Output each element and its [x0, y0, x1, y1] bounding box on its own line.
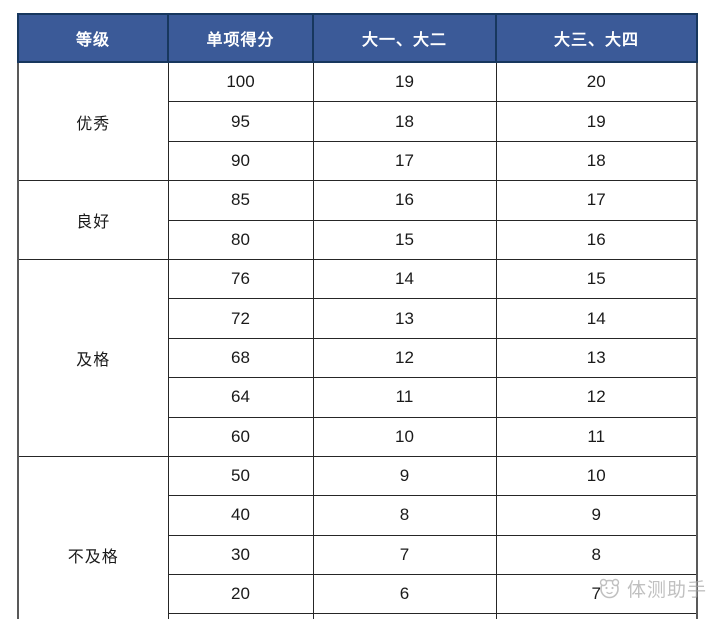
year34-cell: 8	[495, 534, 698, 576]
year12-cell: 9	[312, 455, 497, 497]
table-row: 90 17 18	[18, 140, 698, 182]
header-row: 等级 单项得分 大一、大二 大三、大四	[17, 13, 698, 63]
header-year12: 大一、大二	[312, 13, 497, 63]
year12-cell: 16	[312, 180, 497, 221]
header-score: 单项得分	[167, 13, 314, 63]
year34-cell: 19	[495, 101, 698, 142]
score-cell: 30	[167, 534, 314, 576]
table-row: 64 11 12	[18, 377, 698, 418]
year12-cell: 7	[312, 534, 497, 576]
year12-cell: 19	[312, 61, 497, 103]
grade-cell-fail: 不及格	[17, 455, 169, 619]
header-year34: 大三、大四	[495, 13, 698, 63]
score-cell: 95	[167, 101, 314, 142]
year34-cell: 10	[495, 455, 698, 497]
table-row: 80 15 16	[18, 219, 698, 260]
year12-cell: 15	[312, 219, 497, 260]
year34-cell: 12	[495, 377, 698, 418]
header-grade: 等级	[17, 13, 169, 63]
score-cell: 80	[167, 219, 314, 260]
score-cell: 68	[167, 337, 314, 379]
year12-cell: 17	[312, 140, 497, 182]
score-table: 等级 单项得分 大一、大二 大三、大四 优秀 100 19 20 95 18 1…	[17, 13, 698, 619]
score-cell: 50	[167, 455, 314, 497]
table-row: 优秀 100 19 20	[17, 61, 698, 182]
year34-cell: 9	[495, 495, 698, 536]
year12-cell: 11	[312, 377, 497, 418]
year34-cell: 18	[495, 140, 698, 182]
year12-cell: 18	[312, 101, 497, 142]
year12-cell: 6	[312, 574, 497, 615]
table-row: 10 5 6	[18, 613, 698, 619]
score-cell: 60	[167, 416, 314, 457]
table-row: 40 8 9	[18, 495, 698, 536]
score-cell: 76	[167, 258, 314, 300]
score-cell: 90	[167, 140, 314, 182]
table-row: 及格 76 14 15	[17, 258, 698, 457]
table-row: 68 12 13	[18, 337, 698, 379]
score-cell: 20	[167, 574, 314, 615]
score-cell: 64	[167, 377, 314, 418]
year34-cell: 14	[495, 298, 698, 339]
year34-cell: 7	[495, 574, 698, 615]
year12-cell: 13	[312, 298, 497, 339]
year34-cell: 20	[495, 61, 698, 103]
table-row: 95 18 19	[18, 101, 698, 142]
table-row: 60 10 11	[18, 416, 698, 457]
table-row: 不及格 50 9 10	[17, 455, 698, 619]
grade-cell-excellent: 优秀	[17, 61, 169, 182]
score-cell: 100	[167, 61, 314, 103]
table-row: 72 13 14	[18, 298, 698, 339]
grade-cell-good: 良好	[17, 180, 169, 260]
year12-cell: 8	[312, 495, 497, 536]
year34-cell: 16	[495, 219, 698, 260]
score-cell: 72	[167, 298, 314, 339]
year12-cell: 14	[312, 258, 497, 300]
grade-cell-pass: 及格	[17, 258, 169, 457]
table-row: 30 7 8	[18, 534, 698, 576]
year12-cell: 10	[312, 416, 497, 457]
score-cell: 40	[167, 495, 314, 536]
year12-cell: 5	[312, 613, 497, 619]
table-row: 良好 85 16 17	[17, 180, 698, 260]
score-cell: 10	[167, 613, 314, 619]
year34-cell: 15	[495, 258, 698, 300]
table-row: 20 6 7	[18, 574, 698, 615]
score-cell: 85	[167, 180, 314, 221]
year12-cell: 12	[312, 337, 497, 379]
year34-cell: 13	[495, 337, 698, 379]
year34-cell: 17	[495, 180, 698, 221]
year34-cell: 6	[495, 613, 698, 619]
year34-cell: 11	[495, 416, 698, 457]
